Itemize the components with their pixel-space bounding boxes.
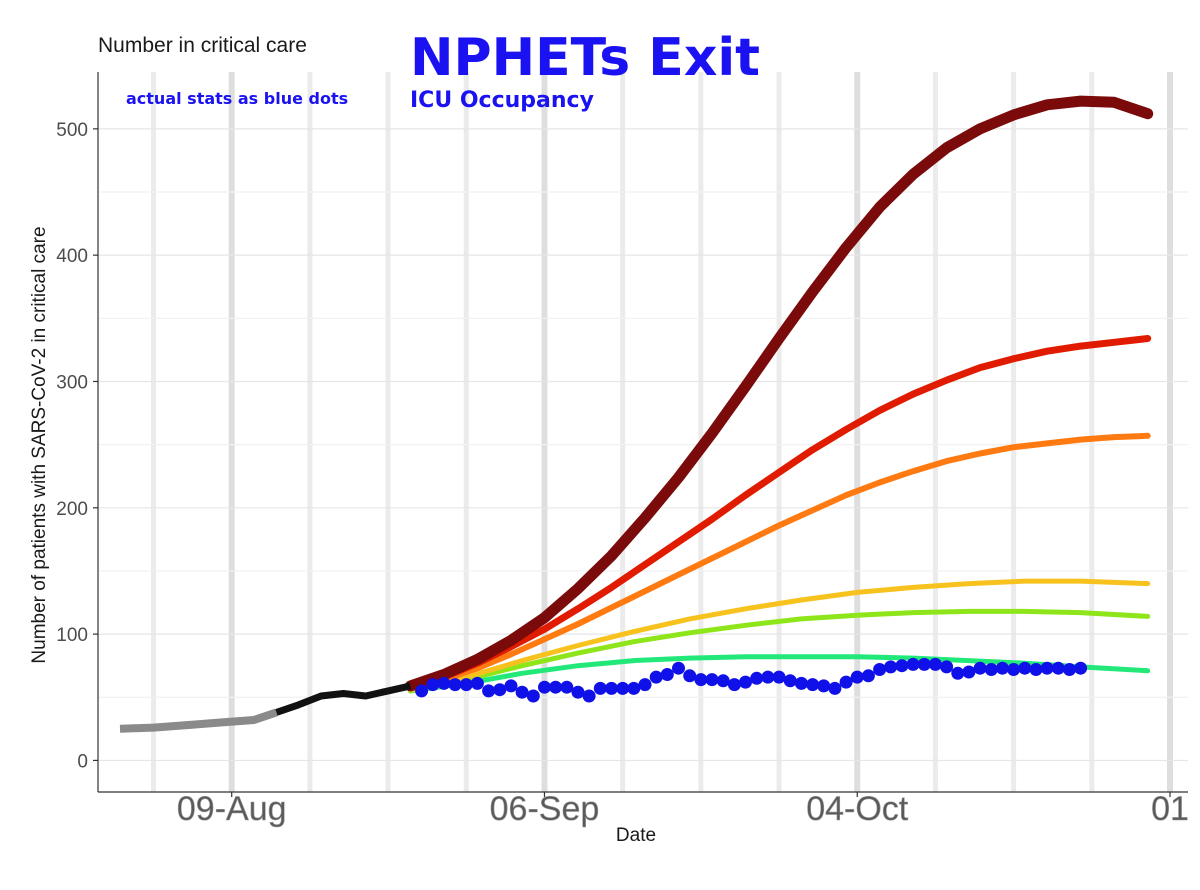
actual-point	[660, 668, 674, 681]
actual-point	[761, 670, 775, 684]
actual-points	[415, 657, 1088, 703]
series-line-dark-red	[404, 95, 1154, 692]
y-axis-label: Number of patients with SARS-CoV-2 in cr…	[29, 226, 50, 664]
actual-point	[828, 681, 842, 695]
actual-point	[504, 679, 518, 693]
series-line-red	[406, 335, 1152, 691]
x-axis-label: Date	[615, 825, 657, 846]
actual-point	[861, 669, 875, 683]
y-tick-label: 500	[56, 120, 88, 141]
actual-point	[794, 676, 808, 690]
actual-point	[739, 675, 752, 689]
history-layer	[119, 682, 412, 733]
x-tick-label: 04-Oct	[806, 790, 909, 828]
annotation-note: actual stats as blue dots	[126, 89, 349, 108]
actual-point	[694, 673, 708, 687]
actual-point	[1040, 661, 1054, 675]
actual-point	[448, 678, 462, 692]
actual-point	[884, 660, 898, 674]
y-tick-label: 100	[56, 625, 88, 646]
y-tick-label: 300	[56, 372, 88, 393]
actual-point	[783, 674, 797, 688]
actual-point	[549, 680, 563, 694]
actual-point	[705, 673, 719, 687]
actual-point	[515, 685, 529, 699]
actual-point	[995, 661, 1009, 675]
y-tick-label: 200	[56, 499, 88, 520]
series-line-green	[407, 654, 1151, 694]
actual-point	[873, 663, 887, 676]
y-tick-label: 0	[77, 751, 88, 772]
series-line-gold	[407, 578, 1151, 693]
grid-major	[98, 72, 1188, 792]
subheadline: ICU Occupancy	[410, 88, 594, 113]
actual-point	[1007, 663, 1021, 676]
headline: NPHETs Exit	[410, 28, 761, 88]
x-ticks: 09-Aug 06-Sep 04-Oct 01	[177, 790, 1190, 829]
x-tick-label: 09-Aug	[177, 790, 287, 828]
actual-point	[415, 684, 429, 698]
x-tick-label: 01	[1151, 790, 1189, 828]
actual-point	[571, 685, 585, 699]
actual-point	[627, 681, 641, 695]
actual-point	[973, 661, 987, 675]
history-line-black	[275, 682, 412, 716]
actual-point	[470, 676, 484, 690]
actual-point	[538, 680, 551, 694]
actual-point	[1074, 661, 1088, 675]
actual-point	[1051, 661, 1065, 675]
actual-point	[940, 660, 954, 674]
actual-point	[817, 679, 831, 693]
actual-point	[727, 678, 741, 692]
actual-point	[806, 678, 820, 692]
actual-point	[649, 670, 663, 684]
series-line-orange	[407, 432, 1151, 692]
series-line-lime	[407, 608, 1151, 694]
actual-point	[895, 659, 909, 673]
actual-point	[716, 674, 730, 688]
actual-point	[493, 683, 507, 697]
series-layer	[404, 95, 1154, 694]
y-tick-label: 400	[56, 246, 88, 267]
actual-point	[426, 678, 440, 692]
actual-point	[526, 689, 540, 703]
actual-point	[638, 678, 652, 692]
actual-point	[1029, 663, 1043, 676]
actual-point	[437, 676, 451, 690]
actual-point	[616, 681, 630, 695]
actual-point	[984, 663, 998, 676]
history-line-grey	[119, 708, 278, 733]
actual-point	[605, 681, 618, 695]
y-ticks: 0 100 200 300 400 500	[56, 120, 98, 772]
actual-point	[750, 671, 764, 685]
actual-point	[593, 681, 607, 695]
actual-point	[906, 657, 920, 671]
actual-point	[1018, 661, 1032, 675]
actual-point	[951, 666, 965, 680]
actual-point	[482, 684, 496, 698]
actual-point	[672, 661, 685, 675]
actual-point	[1063, 663, 1076, 676]
actual-point	[560, 680, 574, 694]
plot-title: Number in critical care	[98, 34, 307, 57]
actual-point	[962, 665, 976, 679]
actual-point	[683, 669, 697, 683]
actual-point	[839, 675, 853, 689]
actual-point	[917, 657, 931, 671]
actual-point	[459, 678, 473, 692]
x-tick-label: 06-Sep	[490, 790, 600, 828]
actual-point	[772, 670, 786, 684]
actual-point	[582, 689, 596, 703]
actual-point	[850, 670, 864, 684]
actual-point	[928, 657, 942, 671]
